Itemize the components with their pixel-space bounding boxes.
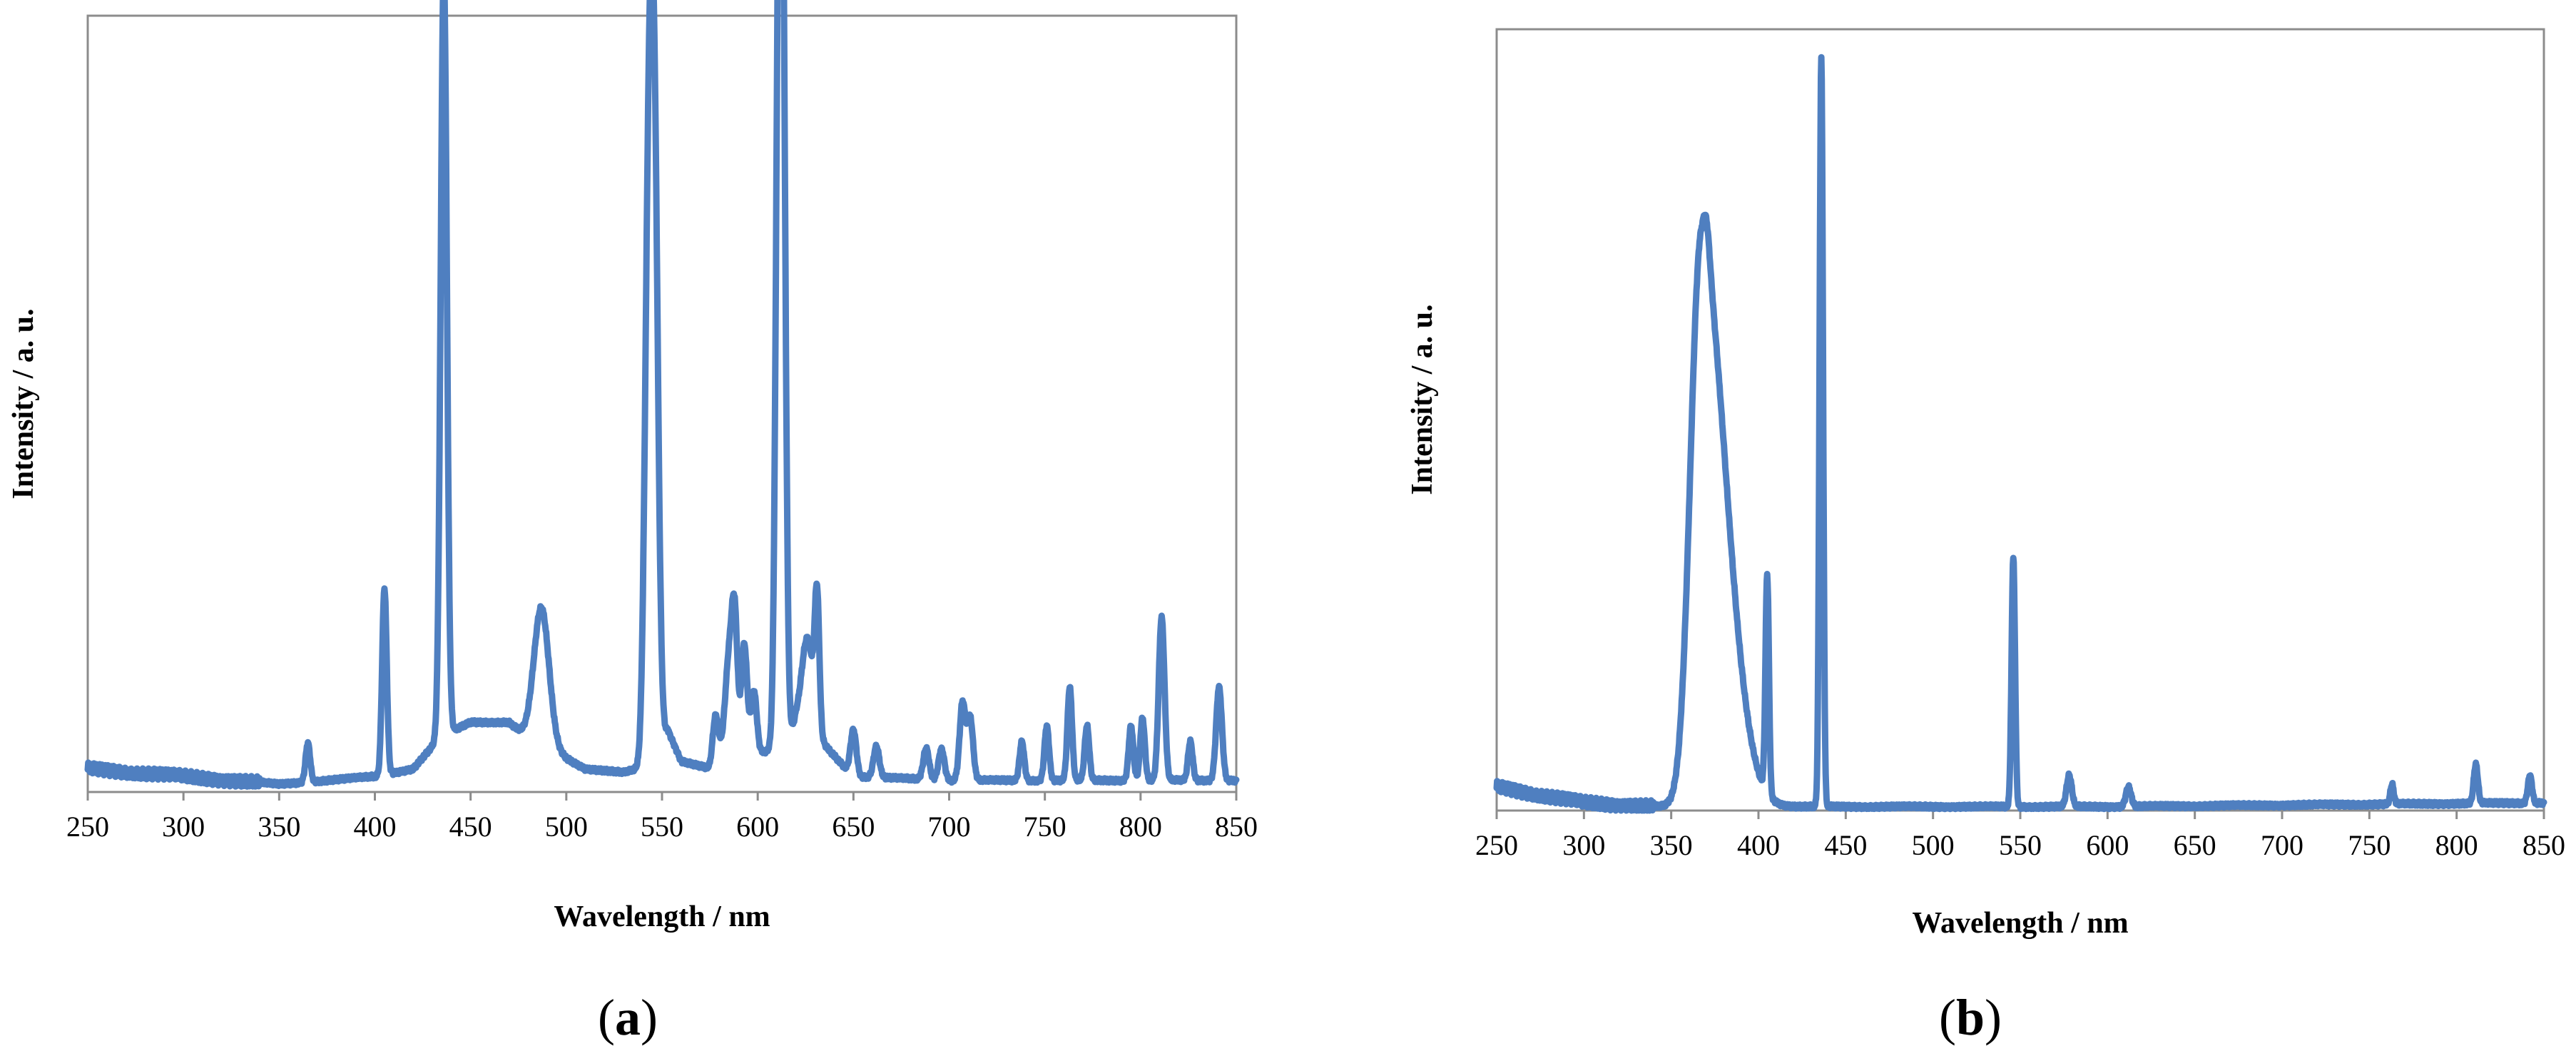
x-tick-label: 650 bbox=[832, 811, 875, 843]
chart-panel-a: 250 300 350 400 450 500 550 600 650 700 750 800 850 … bbox=[7, 0, 1258, 1046]
y-axis-label-b: Intensity / a. u. bbox=[1406, 304, 1439, 494]
panel-paren-close-a: ) bbox=[641, 989, 658, 1046]
x-tick-label: 800 bbox=[1119, 811, 1162, 843]
x-tick-label: 250 bbox=[66, 811, 109, 843]
x-axis-label-b: Wavelength / nm bbox=[1912, 907, 2128, 940]
x-ticks-a bbox=[86, 792, 1238, 801]
chart-panel-b: 250 300 350 400 450 500 550 600 650 700 750 800 850 … bbox=[1406, 28, 2565, 1046]
x-tick-label: 600 bbox=[2086, 829, 2129, 861]
x-tick-label: 400 bbox=[1737, 829, 1780, 861]
x-tick-label: 550 bbox=[641, 811, 683, 843]
panel-label-b: (b) bbox=[1939, 989, 2002, 1046]
x-tick-label: 750 bbox=[2348, 829, 2391, 861]
x-ticks-b bbox=[1495, 811, 2545, 819]
panel-label-a: (a) bbox=[598, 989, 658, 1046]
x-tick-label: 500 bbox=[545, 811, 588, 843]
x-tick-labels-a: 250 300 350 400 450 500 550 600 650 700 750 800 850 bbox=[66, 811, 1258, 843]
x-axis-label-a: Wavelength / nm bbox=[554, 900, 770, 933]
panel-letter-b: b bbox=[1956, 989, 1985, 1046]
x-tick-label: 300 bbox=[1562, 829, 1605, 861]
y-axis-label-a: Intensity / a. u. bbox=[7, 308, 40, 499]
x-tick-label: 300 bbox=[162, 811, 205, 843]
panel-letter-a: a bbox=[615, 989, 641, 1046]
series-line-b bbox=[1493, 54, 2547, 814]
plot-area-b bbox=[1495, 28, 2545, 812]
x-tick-label: 450 bbox=[449, 811, 492, 843]
x-tick-label: 700 bbox=[928, 811, 971, 843]
x-tick-label: 550 bbox=[1999, 829, 2042, 861]
x-tick-label: 850 bbox=[1215, 811, 1258, 843]
x-tick-label: 450 bbox=[1824, 829, 1867, 861]
series-line-a bbox=[84, 0, 1240, 790]
x-tick-label: 350 bbox=[258, 811, 300, 843]
x-tick-label: 850 bbox=[2522, 829, 2565, 861]
x-tick-label: 350 bbox=[1650, 829, 1693, 861]
panel-paren-close-b: ) bbox=[1985, 989, 2002, 1046]
panel-paren-open-b: ( bbox=[1939, 989, 1956, 1046]
x-tick-labels-b: 250 300 350 400 450 500 550 600 650 700 750 800 850 bbox=[1475, 829, 2565, 861]
x-tick-label: 400 bbox=[354, 811, 397, 843]
x-tick-label: 500 bbox=[1912, 829, 1955, 861]
panel-paren-open-a: ( bbox=[598, 989, 615, 1046]
x-tick-label: 700 bbox=[2261, 829, 2303, 861]
x-tick-label: 600 bbox=[736, 811, 779, 843]
x-tick-label: 650 bbox=[2174, 829, 2216, 861]
x-tick-label: 800 bbox=[2435, 829, 2478, 861]
x-tick-label: 250 bbox=[1475, 829, 1518, 861]
x-tick-label: 750 bbox=[1024, 811, 1066, 843]
